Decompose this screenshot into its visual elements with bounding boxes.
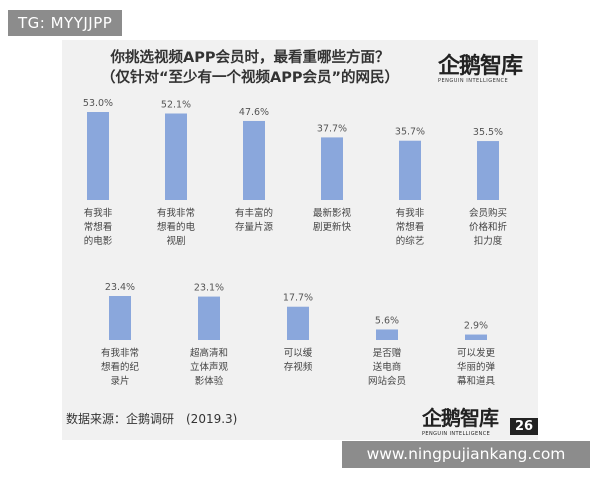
category-label-4-line-0: 有我非 bbox=[396, 207, 425, 219]
category-label-7-line-2: 影体验 bbox=[195, 375, 224, 387]
value-label-7: 23.1% bbox=[194, 283, 224, 294]
bar-2 bbox=[243, 120, 265, 200]
bar-7 bbox=[198, 296, 220, 340]
category-label-1-line-1: 想看的电 bbox=[157, 221, 196, 233]
chart-title: 你挑选视频APP会员时，最看重哪些方面？ （仅针对“至少有一个视频APP会员”的… bbox=[80, 48, 420, 88]
bar-10 bbox=[465, 334, 487, 340]
category-label-1-line-2: 视剧 bbox=[166, 235, 185, 247]
category-label-4-line-1: 常想看 bbox=[396, 221, 425, 233]
title-line-1: 你挑选视频APP会员时，最看重哪些方面？ bbox=[110, 50, 390, 66]
category-label-5-line-1: 价格和折 bbox=[469, 221, 508, 233]
category-label-6-line-2: 录片 bbox=[110, 375, 129, 387]
category-label-0-line-0: 有我非 bbox=[84, 207, 113, 219]
category-label-3-line-1: 剧更新快 bbox=[313, 221, 352, 233]
category-label-9-line-0: 是否赠 bbox=[373, 347, 402, 359]
data-source: 数据来源：企鹅调研 (2019.3) bbox=[66, 412, 238, 426]
value-label-2: 47.6% bbox=[239, 107, 269, 118]
bar-1 bbox=[165, 113, 187, 200]
category-label-7-line-1: 立体声观 bbox=[190, 361, 229, 373]
footer-logo-text: 企鹅智库 bbox=[422, 406, 499, 430]
category-label-3-line-0: 最新影视 bbox=[313, 207, 352, 219]
category-label-10-line-2: 幕和道具 bbox=[457, 375, 496, 387]
bar-chart: 53.0%有我非常想看的电影52.1%有我非常想看的电视剧47.6%有丰富的存量… bbox=[83, 98, 508, 387]
watermark-tag: TG: MYYJJPP bbox=[8, 10, 123, 36]
category-label-6-line-1: 想看的纪 bbox=[101, 361, 140, 373]
logo-text: 企鹅智库 bbox=[438, 53, 523, 79]
bar-6 bbox=[109, 296, 131, 340]
value-label-9: 5.6% bbox=[375, 315, 399, 326]
category-label-9-line-2: 网站会员 bbox=[368, 375, 406, 387]
value-label-5: 35.5% bbox=[473, 127, 503, 138]
category-label-8-line-1: 存视频 bbox=[284, 361, 313, 373]
value-label-0: 53.0% bbox=[83, 98, 113, 109]
category-label-10-line-0: 可以发更 bbox=[457, 347, 496, 359]
chart-card: 你挑选视频APP会员时，最看重哪些方面？ （仅针对“至少有一个视频APP会员”的… bbox=[62, 40, 539, 440]
category-label-0-line-1: 常想看 bbox=[84, 221, 113, 233]
category-label-5-line-2: 扣力度 bbox=[474, 235, 503, 247]
category-label-6-line-0: 有我非常 bbox=[101, 347, 139, 359]
category-label-0-line-2: 的电影 bbox=[84, 235, 113, 247]
value-label-1: 52.1% bbox=[161, 99, 191, 110]
category-label-2-line-0: 有丰富的 bbox=[235, 207, 273, 219]
bar-5 bbox=[477, 141, 499, 200]
footer-logo-subtext: PENGUIN INTELLIGENCE bbox=[422, 431, 491, 437]
bar-8 bbox=[287, 306, 309, 340]
bar-9 bbox=[376, 329, 398, 340]
value-label-8: 17.7% bbox=[283, 293, 313, 304]
category-label-9-line-1: 送电商 bbox=[373, 361, 402, 373]
value-label-10: 2.9% bbox=[464, 321, 488, 332]
category-label-8-line-0: 可以缓 bbox=[284, 347, 313, 359]
page-number: 26 bbox=[510, 418, 539, 435]
bar-4 bbox=[399, 140, 421, 200]
bar-3 bbox=[321, 137, 343, 200]
title-line-2: （仅针对“至少有一个视频APP会员”的网民） bbox=[100, 70, 400, 86]
bar-0 bbox=[87, 112, 109, 200]
category-label-10-line-1: 华丽的弹 bbox=[457, 361, 496, 373]
value-label-6: 23.4% bbox=[105, 282, 135, 293]
value-label-3: 37.7% bbox=[317, 123, 347, 134]
value-label-4: 35.7% bbox=[395, 127, 425, 138]
category-label-5-line-0: 会员购买 bbox=[469, 207, 507, 219]
category-label-7-line-0: 超高清和 bbox=[190, 347, 228, 359]
penguin-logo-footer: 企鹅智库 PENGUIN INTELLIGENCE bbox=[422, 402, 499, 437]
category-label-2-line-1: 存量片源 bbox=[235, 221, 274, 233]
penguin-logo: 企鹅智库 PENGUIN INTELLIGENCE bbox=[438, 48, 528, 92]
logo-subtext: PENGUIN INTELLIGENCE bbox=[438, 78, 509, 84]
category-label-4-line-2: 的综艺 bbox=[396, 235, 425, 247]
category-label-1-line-0: 有我非常 bbox=[157, 207, 195, 219]
url-watermark: www.ningpujiankang.com bbox=[342, 441, 590, 468]
